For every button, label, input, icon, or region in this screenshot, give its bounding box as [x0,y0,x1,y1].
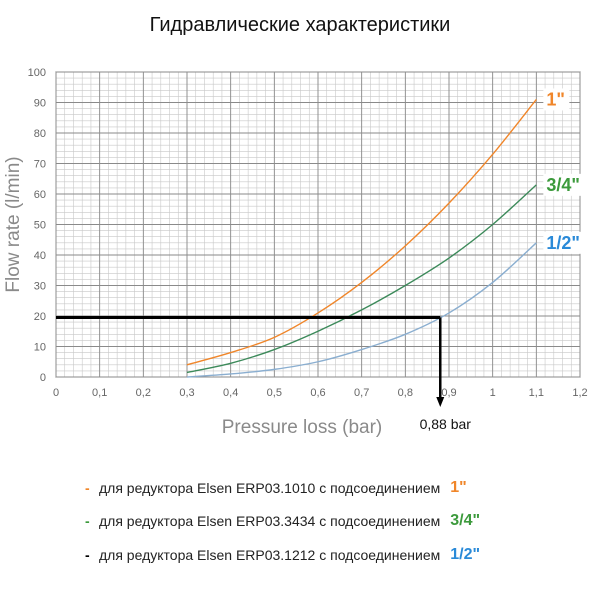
x-tick-label: 0,4 [223,387,238,399]
x-tick-label: 0 [53,387,59,399]
x-tick-label: 1,2 [572,387,587,399]
x-tick-label: 1,1 [529,387,544,399]
x-tick-label: 0,2 [136,387,151,399]
legend-dash: - [85,547,90,563]
legend-dash: - [85,480,90,496]
legend-size: 1/2" [450,546,481,563]
chart-title: Гидравлические характеристики [149,14,451,36]
x-tick-label: 0,8 [398,387,413,399]
legend-item-1inch: - для редуктора Elsen ERP03.1010 с подсо… [85,476,467,500]
y-tick-label: 20 [34,311,46,323]
series-line-1 [186,184,537,374]
x-tick-label: 0,3 [179,387,194,399]
legend-dash: - [85,513,90,529]
legend-item-3-4inch: - для редуктора Elsen ERP03.3434 с подсо… [85,509,480,533]
x-tick-label: 0,1 [92,387,107,399]
y-tick-label: 0 [40,372,46,384]
annotation-arrow-head [436,397,445,407]
x-tick-label: 1 [490,387,496,399]
series-label-background [543,88,570,111]
x-tick-label: 0,6 [310,387,325,399]
legend-text: для редуктора Elsen ERP03.1212 с подсоед… [99,547,441,563]
series-label-0: 1" [546,89,565,109]
y-tick-label: 10 [34,342,46,354]
y-tick-label: 50 [34,220,46,232]
legend-text: для редуктора Elsen ERP03.1010 с подсоед… [99,480,441,496]
legend-text: для редуктора Elsen ERP03.3434 с подсоед… [99,513,441,529]
legend-size: 3/4" [450,512,481,529]
y-axis-label: Flow rate (l/min) [3,156,24,292]
annotation-label: 0,88 bar [420,416,472,432]
series-label-2: 1/2" [546,233,580,253]
y-tick-label: 70 [34,159,46,171]
y-tick-label: 90 [34,98,46,110]
series-label-background [543,231,590,254]
y-tick-label: 80 [34,128,46,140]
y-tick-label: 100 [28,67,46,79]
x-tick-label: 0,9 [441,387,456,399]
x-axis-label: Pressure loss (bar) [222,417,383,438]
series-label-1: 3/4" [546,175,580,195]
series-label-background [543,173,590,196]
series-line-0 [186,99,537,366]
x-tick-label: 0,5 [267,387,282,399]
y-tick-label: 30 [34,281,46,293]
legend-size: 1" [450,479,467,496]
y-tick-label: 60 [34,189,46,201]
x-tick-label: 0,7 [354,387,369,399]
y-tick-label: 40 [34,250,46,262]
legend-item-1-2inch: - для редуктора Elsen ERP03.1212 с подсо… [85,543,480,567]
series-line-2 [186,242,537,378]
